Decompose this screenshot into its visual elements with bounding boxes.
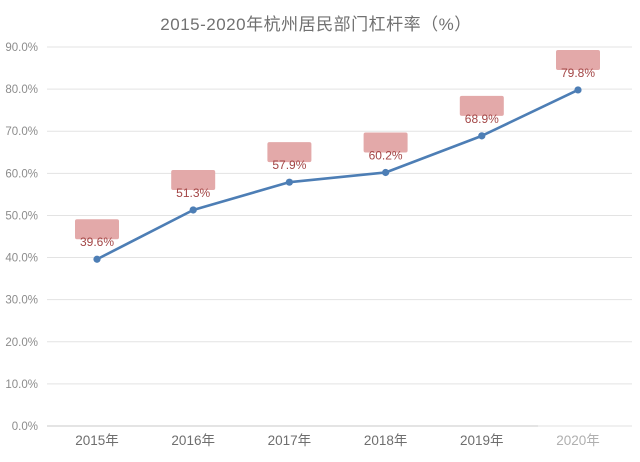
y-tick-label: 0.0% bbox=[12, 421, 38, 433]
y-tick-label: 40.0% bbox=[5, 253, 38, 265]
data-point bbox=[478, 132, 486, 140]
data-label-box bbox=[459, 95, 504, 116]
data-label-box bbox=[75, 219, 119, 240]
y-tick-label: 50.0% bbox=[5, 210, 38, 222]
data-label-box bbox=[171, 169, 216, 190]
chart-title: 2015-2020年杭州居民部门杠杆率（%） bbox=[160, 15, 472, 34]
data-label-text: 68.9% bbox=[465, 112, 499, 126]
data-point bbox=[285, 178, 293, 186]
y-tick-label: 80.0% bbox=[5, 84, 38, 96]
data-point bbox=[382, 168, 390, 177]
y-tick-label: 70.0% bbox=[5, 126, 38, 138]
data-label-text: 57.9% bbox=[272, 158, 306, 172]
data-point bbox=[93, 255, 101, 263]
data-label-text: 51.3% bbox=[176, 186, 210, 200]
y-tick-label: 20.0% bbox=[5, 337, 38, 349]
data-label-text: 79.8% bbox=[561, 66, 595, 80]
y-tick-label: 30.0% bbox=[5, 295, 38, 307]
x-tick-label: 2020年 bbox=[556, 433, 600, 448]
y-tick-label: 60.0% bbox=[5, 168, 38, 180]
x-tick-label: 2015年 bbox=[75, 433, 119, 448]
data-label-box bbox=[363, 132, 408, 153]
y-tick-label: 10.0% bbox=[5, 379, 38, 391]
x-tick-label: 2019年 bbox=[460, 433, 504, 448]
data-point bbox=[189, 206, 197, 214]
data-line bbox=[95, 88, 580, 261]
x-tick-label: 2016年 bbox=[171, 433, 215, 448]
x-tick-label: 2017年 bbox=[268, 433, 312, 448]
data-label-box bbox=[267, 142, 312, 163]
data-label-box bbox=[556, 49, 600, 70]
data-label-text: 60.2% bbox=[369, 148, 403, 162]
y-tick-label: 90.0% bbox=[5, 42, 38, 54]
data-label-text: 39.6% bbox=[80, 235, 114, 249]
data-point bbox=[574, 86, 582, 94]
x-tick-label: 2018年 bbox=[364, 433, 408, 448]
